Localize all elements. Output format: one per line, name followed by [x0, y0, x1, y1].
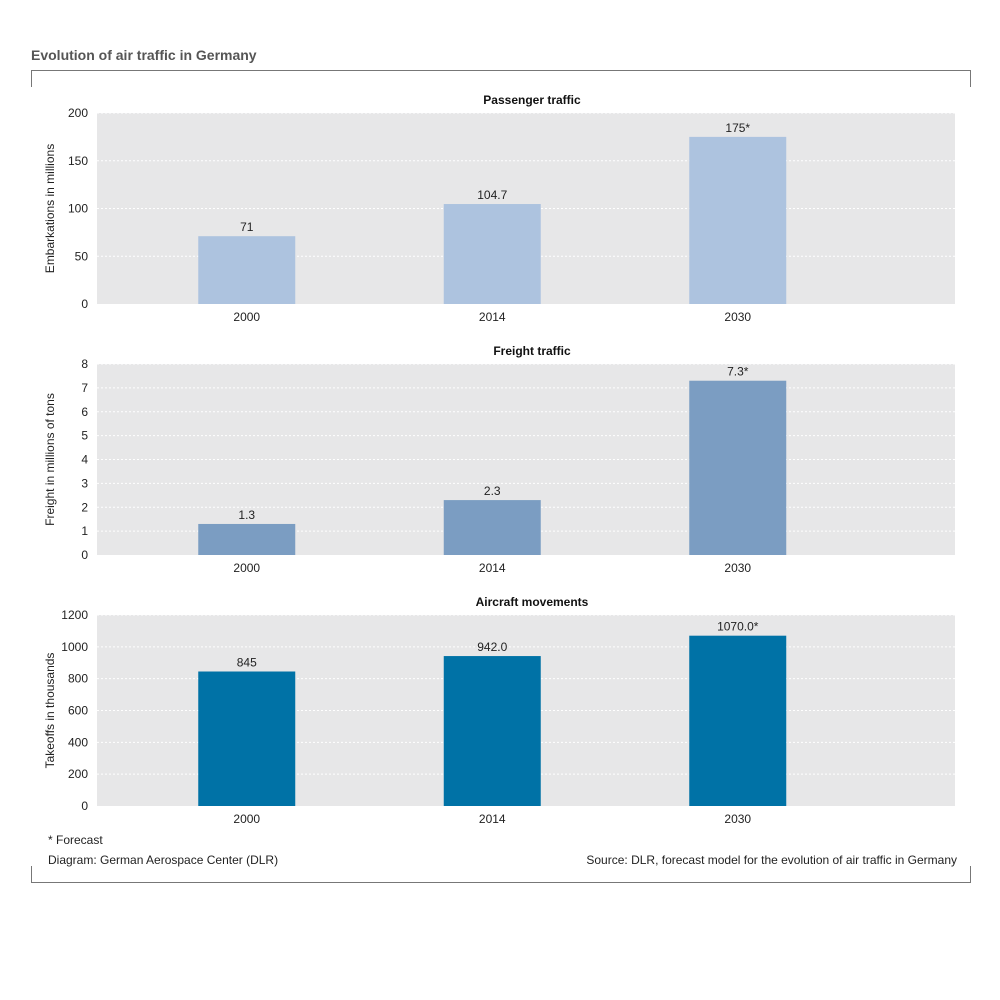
- y-tick-label: 0: [81, 548, 88, 562]
- y-tick-label: 800: [68, 672, 88, 686]
- aircraft-movements-chart: Aircraft movements 0 200 400 600 800 1000 1200 T…: [43, 595, 955, 826]
- page-title: Evolution of air traffic in Germany: [31, 47, 257, 63]
- y-axis-label: Freight in millions of tons: [43, 393, 57, 526]
- chart-title: Passenger traffic: [483, 93, 581, 107]
- bar: [198, 236, 296, 304]
- y-tick-label: 8: [81, 357, 88, 371]
- y-tick-label: 100: [68, 202, 88, 216]
- chart-title: Freight traffic: [493, 344, 571, 358]
- y-axis-label: Takeoffs in thousands: [43, 653, 57, 769]
- x-tick-label: 2000: [233, 310, 260, 324]
- bar: [443, 500, 541, 555]
- x-tick-label: 2030: [724, 561, 751, 575]
- data-label: 2.3: [484, 484, 501, 498]
- data-label: 7.3*: [727, 365, 749, 379]
- data-label: 104.7: [477, 188, 507, 202]
- data-label: 1.3: [238, 508, 255, 522]
- y-tick-label: 4: [81, 453, 88, 467]
- x-tick-label: 2014: [479, 561, 506, 575]
- y-tick-label: 6: [81, 405, 88, 419]
- data-label: 71: [240, 220, 254, 234]
- y-axis-label: Embarkations in millions: [43, 144, 57, 273]
- data-label: 175*: [725, 121, 750, 135]
- bar: [689, 635, 787, 806]
- y-tick-label: 200: [68, 106, 88, 120]
- chart-title: Aircraft movements: [476, 595, 589, 609]
- y-tick-label: 1200: [61, 608, 88, 622]
- source-note: Source: DLR, forecast model for the evol…: [586, 853, 957, 867]
- bar: [689, 136, 787, 304]
- forecast-footnote: * Forecast: [48, 833, 103, 847]
- y-tick-label: 400: [68, 735, 88, 749]
- bar: [198, 671, 296, 806]
- data-label: 845: [237, 656, 257, 670]
- frame-bottom-border: [31, 866, 971, 883]
- y-tick-label: 150: [68, 154, 88, 168]
- y-tick-label: 3: [81, 476, 88, 490]
- y-tick-label: 200: [68, 767, 88, 781]
- y-tick-label: 1000: [61, 640, 88, 654]
- y-tick-label: 1: [81, 524, 88, 538]
- y-tick-label: 7: [81, 381, 88, 395]
- passenger-traffic-chart: Passenger traffic 0 50 100 150 200 Embarkation…: [43, 93, 955, 324]
- bar: [198, 523, 296, 555]
- x-tick-label: 2030: [724, 310, 751, 324]
- x-tick-label: 2000: [233, 812, 260, 826]
- y-tick-label: 0: [81, 297, 88, 311]
- diagram-credit: Diagram: German Aerospace Center (DLR): [48, 853, 279, 867]
- x-tick-label: 2014: [479, 310, 506, 324]
- frame-top-border: [31, 70, 971, 87]
- data-label: 942.0: [477, 640, 507, 654]
- y-tick-label: 0: [81, 799, 88, 813]
- bar: [443, 656, 541, 806]
- y-tick-label: 5: [81, 429, 88, 443]
- bar: [443, 204, 541, 304]
- y-tick-label: 600: [68, 704, 88, 718]
- freight-traffic-chart: Freight traffic 0 1 2 3 4 5 6 7 8 Freight in milli…: [43, 344, 955, 575]
- x-tick-label: 2014: [479, 812, 506, 826]
- x-tick-label: 2030: [724, 812, 751, 826]
- y-tick-label: 2: [81, 500, 88, 514]
- data-label: 1070.0*: [717, 620, 759, 634]
- x-tick-label: 2000: [233, 561, 260, 575]
- bar: [689, 380, 787, 555]
- y-tick-label: 50: [75, 249, 89, 263]
